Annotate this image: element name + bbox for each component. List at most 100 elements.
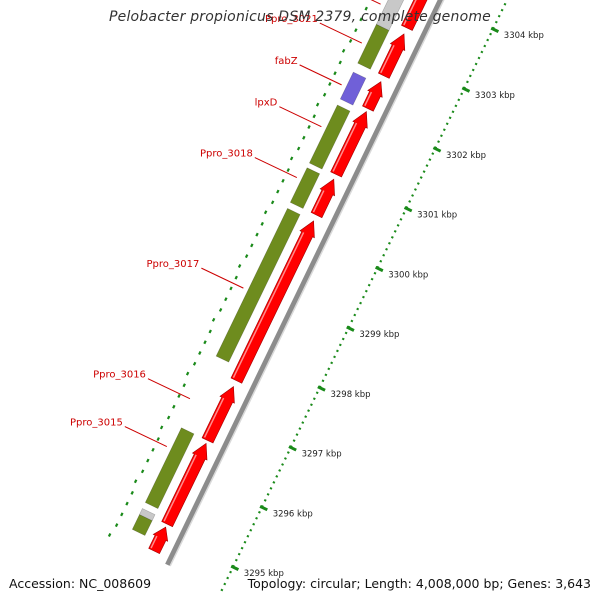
scale-minor-tick [226, 576, 230, 580]
gc-skew-mark [260, 221, 264, 226]
cds-arrow-highlight [403, 0, 417, 26]
scale-minor-tick [284, 457, 287, 460]
scale-minor-tick [440, 134, 443, 138]
scale-minor-tick [408, 200, 412, 203]
gc-skew-mark [302, 135, 306, 140]
gc-skew-mark [333, 71, 337, 76]
scale-minor-tick [367, 283, 371, 287]
scale-minor-tick [237, 552, 241, 556]
gc-skew-mark [348, 38, 353, 43]
cds-arrow-highlight [380, 45, 395, 74]
scale-tick-label: 3301 kbp [417, 211, 457, 221]
scale-minor-tick [437, 140, 440, 144]
scale-minor-tick [451, 110, 455, 114]
gc-skew-mark [250, 243, 254, 248]
gene-label-leader [370, 0, 381, 5]
gene-label[interactable]: fabZ [275, 56, 298, 67]
gene-label[interactable]: lpxD [255, 98, 278, 109]
gene-label[interactable]: Ppro_3015 [70, 418, 123, 429]
scale-minor-tick [341, 337, 345, 341]
scale-minor-tick [480, 50, 484, 54]
gene-label[interactable]: Ppro_3017 [147, 259, 200, 270]
scale-minor-tick [286, 451, 290, 454]
gene-label-leader [299, 64, 342, 86]
scale-major-tick [432, 146, 442, 153]
cds-arrow[interactable] [201, 386, 235, 444]
gene-label[interactable]: Ppro_3021 [265, 14, 318, 25]
gc-skew-mark [177, 394, 181, 398]
gc-skew-mark [192, 361, 197, 366]
scale-minor-tick [500, 8, 504, 12]
gc-skew-mark [289, 156, 294, 161]
gene-label[interactable]: Ppro_3018 [200, 149, 253, 160]
scale-minor-tick [336, 349, 339, 353]
gc-skew-mark [140, 469, 145, 474]
gc-skew-mark [244, 254, 249, 259]
gc-skew-mark [107, 533, 112, 537]
scale-major-tick [230, 564, 240, 571]
scale-minor-tick [402, 212, 406, 215]
scale-minor-tick [246, 534, 250, 538]
scale-major-tick [403, 206, 413, 213]
cds-arrow-highlight [364, 91, 373, 107]
scale-minor-tick [474, 62, 478, 66]
cds-arrow[interactable] [362, 81, 383, 112]
gene-label[interactable]: Ppro_3016 [93, 370, 146, 381]
gc-skew-mark [120, 512, 124, 517]
scale-minor-tick [471, 68, 475, 72]
genome-backbone-highlight [169, 0, 445, 567]
scale-minor-tick [454, 104, 458, 108]
gc-skew-mark [296, 146, 301, 151]
scale-minor-tick [486, 38, 490, 42]
cds-arrow[interactable] [401, 0, 433, 31]
scale-minor-tick [350, 319, 354, 323]
scale-track: 3295 kbp 3296 kbp 3297 kbp 3298 kbp 3299 kbp… [220, 2, 544, 592]
gene-label-leader [201, 267, 244, 289]
cds-arrow[interactable] [330, 111, 368, 178]
scale-minor-tick [353, 313, 357, 317]
gc-skew-mark [208, 329, 212, 334]
scale-major-tick [490, 26, 500, 33]
cds-arrow-highlight [150, 535, 158, 549]
scale-tick-label: 3299 kbp [359, 330, 399, 340]
scale-minor-tick [416, 182, 420, 185]
scale-tick-label: 3302 kbp [446, 151, 486, 161]
cds-arrow[interactable] [378, 33, 406, 79]
scale-minor-tick [483, 44, 487, 48]
cds-arrow[interactable] [310, 178, 335, 219]
feature-track [131, 0, 419, 536]
feature-bar-gray[interactable] [139, 508, 156, 522]
scale-minor-tick [292, 439, 296, 442]
cds-arrow[interactable] [230, 220, 315, 384]
scale-minor-tick [364, 289, 368, 293]
feature-bar-green[interactable] [144, 427, 195, 510]
gc-skew-mark [114, 523, 119, 528]
scale-minor-tick [370, 277, 374, 281]
feature-bar-gray[interactable] [375, 0, 419, 31]
feature-bar-green[interactable] [289, 167, 321, 209]
gc-skew-mark [328, 82, 332, 86]
scale-minor-tick [362, 295, 365, 299]
gc-skew-mark [182, 383, 186, 388]
scale-tick-label: 3304 kbp [504, 31, 544, 41]
scale-minor-tick [243, 540, 247, 544]
scale-minor-tick [411, 194, 414, 197]
scale-minor-tick [330, 361, 334, 365]
scale-tick-label: 3297 kbp [302, 450, 342, 460]
scale-major-tick [317, 385, 326, 392]
gene-label-leader [279, 106, 322, 128]
scale-minor-tick [468, 74, 472, 78]
cds-arrow[interactable] [148, 526, 169, 554]
feature-bar-green[interactable] [308, 104, 351, 170]
scale-major-tick [288, 445, 297, 452]
scale-tick-label: 3298 kbp [330, 390, 370, 400]
cds-arrow[interactable] [161, 442, 208, 528]
scale-minor-tick [494, 20, 498, 24]
feature-bar-green[interactable] [215, 207, 301, 363]
feature-bar-blue[interactable] [339, 71, 367, 106]
map-title: Pelobacter propionicus DSM 2379, complet… [109, 9, 491, 25]
gc-skew-mark [229, 286, 233, 291]
scale-minor-tick [269, 487, 273, 490]
scale-minor-tick [428, 158, 432, 161]
